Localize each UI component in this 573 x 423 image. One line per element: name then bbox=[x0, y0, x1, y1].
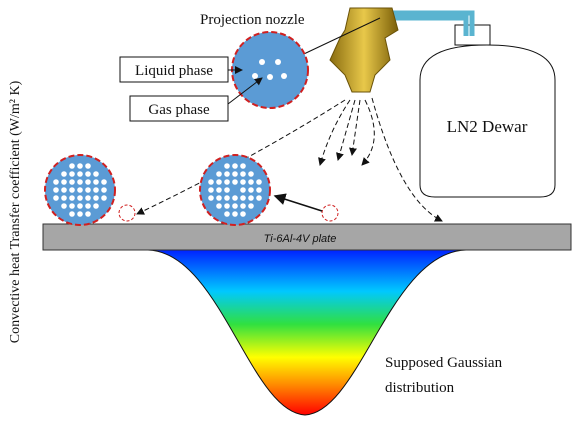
bubble bbox=[224, 187, 230, 193]
bubble bbox=[101, 187, 107, 193]
bubble bbox=[69, 203, 75, 209]
nozzle bbox=[329, 7, 399, 93]
droplet bbox=[231, 31, 309, 109]
label-box bbox=[129, 95, 229, 122]
bubble bbox=[77, 211, 83, 217]
bubble bbox=[232, 211, 238, 217]
bubble bbox=[77, 179, 83, 185]
bubble bbox=[85, 163, 91, 169]
bubbles bbox=[252, 59, 287, 80]
bubble bbox=[101, 195, 107, 201]
bubble bbox=[248, 171, 254, 177]
bubble bbox=[224, 211, 230, 217]
bubble bbox=[240, 195, 246, 201]
label-box bbox=[119, 56, 229, 83]
bubble bbox=[77, 203, 83, 209]
bubble bbox=[224, 179, 230, 185]
bubble bbox=[216, 171, 222, 177]
bubble bbox=[256, 187, 262, 193]
bubble bbox=[69, 163, 75, 169]
bubble bbox=[248, 187, 254, 193]
bubble bbox=[224, 163, 230, 169]
bubble bbox=[224, 195, 230, 201]
bubble bbox=[85, 203, 91, 209]
bubble bbox=[224, 203, 230, 209]
bubble bbox=[77, 163, 83, 169]
bubble bbox=[85, 211, 91, 217]
bubble bbox=[208, 187, 214, 193]
bubble bbox=[85, 171, 91, 177]
dewar bbox=[419, 44, 556, 198]
plate bbox=[42, 223, 572, 251]
bubble bbox=[85, 195, 91, 201]
bubble bbox=[101, 179, 107, 185]
bubble bbox=[232, 171, 238, 177]
bubble bbox=[232, 195, 238, 201]
bubble bbox=[240, 179, 246, 185]
gaussian-label: Supposed Gaussian bbox=[385, 355, 503, 371]
bubble bbox=[256, 195, 262, 201]
bubble bbox=[53, 179, 59, 185]
gaussian bbox=[147, 249, 467, 416]
bubble bbox=[93, 203, 99, 209]
bubble bbox=[61, 195, 67, 201]
bubble bbox=[240, 203, 246, 209]
bubble bbox=[208, 195, 214, 201]
bubble bbox=[93, 187, 99, 193]
nozzle-label: Projection nozzle bbox=[200, 12, 305, 28]
bubble bbox=[248, 179, 254, 185]
bubble bbox=[93, 179, 99, 185]
bubble bbox=[256, 179, 262, 185]
bubble bbox=[61, 179, 67, 185]
gas-label: Gas phase bbox=[148, 102, 210, 118]
bubble bbox=[77, 187, 83, 193]
bubble bbox=[93, 195, 99, 201]
bubbles bbox=[53, 163, 262, 217]
dewar-label: LN2 Dewar bbox=[447, 117, 528, 136]
bubble bbox=[216, 179, 222, 185]
bubble bbox=[216, 187, 222, 193]
bubble bbox=[224, 171, 230, 177]
bubble bbox=[61, 203, 67, 209]
small-droplet bbox=[118, 204, 136, 222]
bubble bbox=[69, 195, 75, 201]
bubble bbox=[69, 179, 75, 185]
pipe bbox=[378, 10, 475, 36]
gaussian-label: distribution bbox=[385, 380, 455, 396]
bubble bbox=[93, 171, 99, 177]
bubble bbox=[240, 211, 246, 217]
bubble bbox=[85, 179, 91, 185]
bubble bbox=[216, 203, 222, 209]
bubble bbox=[53, 195, 59, 201]
arrow bbox=[227, 77, 263, 105]
bubble bbox=[61, 187, 67, 193]
bubble bbox=[77, 195, 83, 201]
bubble bbox=[240, 163, 246, 169]
small-droplet bbox=[321, 204, 339, 222]
y-axis-label: Convective heat Transfer coefficient (W/… bbox=[8, 80, 23, 343]
bubble bbox=[248, 195, 254, 201]
bubble bbox=[240, 187, 246, 193]
bubble bbox=[232, 163, 238, 169]
bubble bbox=[69, 187, 75, 193]
bubble bbox=[69, 171, 75, 177]
bubble bbox=[240, 171, 246, 177]
bubble bbox=[208, 179, 214, 185]
bubble bbox=[232, 203, 238, 209]
bubble bbox=[69, 211, 75, 217]
bubble bbox=[248, 203, 254, 209]
bubble bbox=[216, 195, 222, 201]
arrow bbox=[273, 193, 323, 212]
bubble bbox=[85, 187, 91, 193]
bubble bbox=[77, 171, 83, 177]
bubble bbox=[53, 187, 59, 193]
bubble bbox=[61, 171, 67, 177]
bubble bbox=[232, 179, 238, 185]
liquid-label: Liquid phase bbox=[135, 63, 213, 79]
plate-label: Ti-6Al-4V plate bbox=[264, 233, 337, 245]
